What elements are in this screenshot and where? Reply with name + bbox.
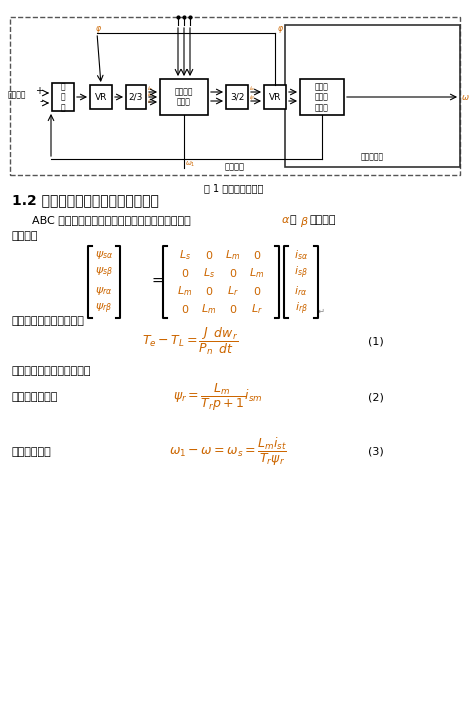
Bar <box>10 17 460 175</box>
Text: $0$: $0$ <box>181 267 189 279</box>
Text: $i_{s\alpha}$: $i_{s\alpha}$ <box>294 248 308 262</box>
Text: $i_{r\beta}$: $i_{r\beta}$ <box>295 301 308 317</box>
Text: -: - <box>39 96 43 106</box>
Text: 控
制
器: 控 制 器 <box>61 82 65 112</box>
Text: $0$: $0$ <box>205 249 213 261</box>
Bar <box>160 79 208 115</box>
Text: $\beta$: $\beta$ <box>300 215 309 229</box>
Text: $0$: $0$ <box>253 285 261 297</box>
Text: $0$: $0$ <box>181 303 189 315</box>
Text: 电动机的运动方程式为：: 电动机的运动方程式为： <box>12 316 85 326</box>
Text: ，: ， <box>290 215 296 225</box>
Text: $i_{s\beta}$: $i_{s\beta}$ <box>294 265 308 281</box>
Text: $\psi_{r\beta}$: $\psi_{r\beta}$ <box>95 302 113 317</box>
Text: $\alpha$: $\alpha$ <box>281 215 290 225</box>
Text: $\psi_{s\alpha}$: $\psi_{s\alpha}$ <box>95 249 113 261</box>
Text: $L_m$: $L_m$ <box>250 266 265 280</box>
Text: 等效直
流电动
机模型: 等效直 流电动 机模型 <box>315 82 329 112</box>
Text: 转子磁链方程：: 转子磁链方程： <box>12 392 58 402</box>
Text: ABC 三相坐标系的磁链方程经坐标变换简化为以下: ABC 三相坐标系的磁链方程经坐标变换简化为以下 <box>32 215 191 225</box>
Text: $\varphi$: $\varphi$ <box>277 24 284 35</box>
Text: $i_\alpha$: $i_\alpha$ <box>249 84 256 93</box>
Text: 坐标系磁: 坐标系磁 <box>309 215 335 225</box>
Text: $L_s$: $L_s$ <box>203 266 215 280</box>
Text: $i_c$: $i_c$ <box>147 97 153 106</box>
Text: 反馈信号: 反馈信号 <box>225 162 245 171</box>
Text: ↵: ↵ <box>318 307 325 316</box>
Text: 3/2: 3/2 <box>230 92 244 102</box>
Text: $\varphi$: $\varphi$ <box>95 24 102 35</box>
Text: 电流控制
变频器: 电流控制 变频器 <box>175 87 193 106</box>
Text: +: + <box>35 86 43 96</box>
Bar <box>226 85 248 109</box>
Text: (1): (1) <box>368 336 384 346</box>
Text: $i_a$: $i_a$ <box>147 84 153 93</box>
Bar <box>264 85 286 109</box>
Text: $\psi_r = \dfrac{L_m}{T_r p + 1} i_{sm}$: $\psi_r = \dfrac{L_m}{T_r p + 1} i_{sm}$ <box>173 381 263 412</box>
Text: $L_m$: $L_m$ <box>201 302 217 316</box>
Text: (3): (3) <box>368 447 384 457</box>
Text: 异步电动机: 异步电动机 <box>361 152 384 161</box>
Text: VR: VR <box>95 92 107 102</box>
Text: 1.2 异步电动机动态数学模型的建立: 1.2 异步电动机动态数学模型的建立 <box>12 193 159 207</box>
Bar <box>126 85 146 109</box>
Text: 转差率方程：: 转差率方程： <box>12 447 52 457</box>
Text: $L_m$: $L_m$ <box>226 248 241 262</box>
Text: 图 1 矢量控制原理图: 图 1 矢量控制原理图 <box>204 183 264 193</box>
Text: $0$: $0$ <box>229 267 237 279</box>
Bar <box>52 83 74 111</box>
Text: $\omega_1$: $\omega_1$ <box>185 160 196 169</box>
Bar <box>285 25 460 167</box>
Text: $L_s$: $L_s$ <box>179 248 191 262</box>
Text: $i_{r\alpha}$: $i_{r\alpha}$ <box>295 284 308 298</box>
Text: 链方程：: 链方程： <box>12 231 38 241</box>
Text: $\psi_{r\alpha}$: $\psi_{r\alpha}$ <box>95 285 113 297</box>
Text: $0$: $0$ <box>205 285 213 297</box>
Text: $i_\beta$: $i_\beta$ <box>249 94 256 104</box>
Text: $L_r$: $L_r$ <box>251 302 263 316</box>
Text: $0$: $0$ <box>229 303 237 315</box>
Bar <box>300 79 344 115</box>
Text: $0$: $0$ <box>253 249 261 261</box>
Text: $L_r$: $L_r$ <box>227 284 239 298</box>
Text: 2/3: 2/3 <box>129 92 143 102</box>
Text: VR: VR <box>269 92 281 102</box>
Text: $i_b$: $i_b$ <box>147 90 153 99</box>
Text: (2): (2) <box>368 392 384 402</box>
Text: $\psi_{s\beta}$: $\psi_{s\beta}$ <box>95 266 113 280</box>
Text: $\omega$: $\omega$ <box>461 92 469 102</box>
Text: $T_e - T_L = \dfrac{J}{P_n}\dfrac{dw_r}{dt}$: $T_e - T_L = \dfrac{J}{P_n}\dfrac{dw_r}{… <box>142 326 238 357</box>
Text: $\omega_1 - \omega = \omega_s = \dfrac{L_m i_{st}}{T_r \psi_r}$: $\omega_1 - \omega = \omega_s = \dfrac{L… <box>169 436 287 468</box>
Text: $L_m$: $L_m$ <box>177 284 193 298</box>
Text: =: = <box>151 275 163 289</box>
Bar <box>90 85 112 109</box>
Text: 磁链定向中控制方程还有：: 磁链定向中控制方程还有： <box>12 366 91 376</box>
Text: 给定信号: 给定信号 <box>8 90 27 99</box>
